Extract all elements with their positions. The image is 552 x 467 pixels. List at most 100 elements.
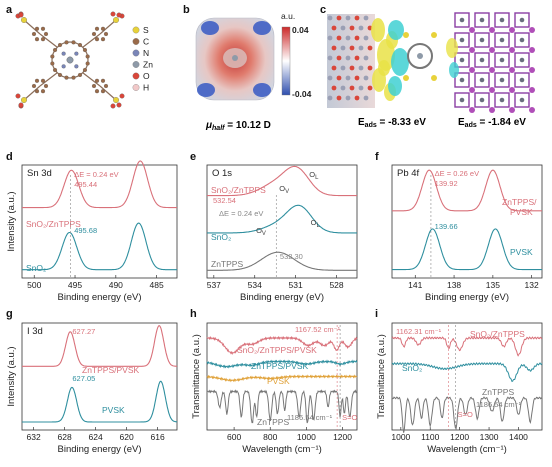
series-line-1 xyxy=(207,204,357,234)
perovskite-i xyxy=(469,27,475,33)
perovskite-octahedron xyxy=(454,72,470,88)
series-label-3: ZnTPPS xyxy=(257,417,289,427)
adsorbed-s xyxy=(403,75,409,81)
x-tick-label: 1200 xyxy=(450,432,469,442)
series-label-2: PVSK xyxy=(267,376,290,386)
series-line-0 xyxy=(207,165,357,197)
slab-atom xyxy=(363,75,369,81)
slab-atom xyxy=(358,25,364,31)
atom-c xyxy=(77,72,83,78)
perovskite-pb xyxy=(519,77,525,83)
perovskite-i xyxy=(469,67,475,73)
panel-label-a: a xyxy=(6,4,13,16)
perovskite-i xyxy=(469,47,475,53)
eads-left-label: Eads = -8.33 eV xyxy=(358,117,426,129)
perovskite-i xyxy=(529,87,535,93)
perovskite-octahedron xyxy=(474,52,490,68)
dipole-value: = 10.12 D xyxy=(224,120,270,131)
x-tick-label: 1200 xyxy=(333,432,352,442)
slab-atom xyxy=(327,15,333,21)
isosurface-cyan xyxy=(391,48,409,76)
series-label-0: SnO₂/ZnTPPS xyxy=(470,329,525,339)
atom-c xyxy=(103,83,109,89)
atom-c xyxy=(50,61,55,66)
perovskite-i xyxy=(529,47,535,53)
annotation-peak-bottom: 627.05 xyxy=(72,374,95,383)
eads-right-value: = -1.84 eV xyxy=(477,117,527,128)
adsorbed-zn xyxy=(417,53,423,59)
slab-atom xyxy=(327,35,333,41)
x-axis-label: Wavelength (cm⁻¹) xyxy=(427,444,507,455)
porphyrin-ring xyxy=(51,41,89,79)
atom-o xyxy=(18,102,24,108)
perovskite-pb xyxy=(499,37,505,43)
legend-label-n: N xyxy=(143,48,149,58)
x-tick-label: 534 xyxy=(248,280,262,290)
annotation-delta-e: ΔE = 0.26 eV xyxy=(435,169,479,178)
molecule-bond xyxy=(82,33,101,48)
atom-o xyxy=(116,12,122,18)
series-label-1: PVSK xyxy=(102,405,125,415)
plot-frame xyxy=(206,164,358,279)
slab-atom xyxy=(363,15,369,21)
slab-atom xyxy=(367,45,373,51)
perovskite-octahedron xyxy=(454,12,470,28)
x-tick-label: 135 xyxy=(486,280,500,290)
x-tick-label: 495 xyxy=(68,280,82,290)
perovskite-i xyxy=(529,27,535,33)
legend-swatch-c xyxy=(132,38,140,45)
x-tick-label: 490 xyxy=(109,280,123,290)
perovskite-pb xyxy=(479,57,485,63)
slab-atom xyxy=(363,35,369,41)
slab-atom xyxy=(349,25,355,31)
atom-c xyxy=(64,40,69,45)
slab-atom xyxy=(336,75,342,81)
adsorbed-s xyxy=(431,32,437,38)
perovskite-pb xyxy=(479,37,485,43)
annotation-1167: 1167.52 cm⁻¹ xyxy=(295,325,341,334)
eads-right-sub: ads xyxy=(465,122,477,129)
x-tick-label: 620 xyxy=(120,432,134,442)
adsorbed-s xyxy=(431,75,437,81)
series-line-1 xyxy=(22,380,178,423)
panel-label-i: i xyxy=(375,308,378,320)
molecule-bond xyxy=(39,72,58,87)
perovskite-pb xyxy=(499,77,505,83)
annotation-ol-mid-sub: L xyxy=(316,223,320,229)
x-axis-label: Binding energy (eV) xyxy=(425,292,509,303)
perovskite-pb xyxy=(499,17,505,23)
isosurface-yellow xyxy=(446,38,458,58)
series-line-1 xyxy=(206,359,358,369)
x-tick-label: 132 xyxy=(525,280,539,290)
perovskite-pb xyxy=(479,97,485,103)
atom-c xyxy=(100,89,106,94)
perovskite-octahedron xyxy=(494,92,510,108)
perovskite-pb xyxy=(499,97,505,103)
slab-atom xyxy=(345,75,351,81)
charge-density-isosurface xyxy=(371,18,437,101)
x-tick-label: 1100 xyxy=(421,432,440,442)
annotation-peak-bottom: 495.68 xyxy=(74,226,97,235)
atom-c xyxy=(50,54,55,59)
atom-c xyxy=(43,83,49,89)
molecule-bond xyxy=(23,19,41,35)
chart-h: h 600 800 1000 1200 Wavelength (cm⁻¹) Transmit… xyxy=(190,308,357,455)
atom-n xyxy=(61,51,66,56)
adsorbed-molecule xyxy=(407,43,433,69)
slab-atom xyxy=(345,55,351,61)
atom-c xyxy=(100,37,106,42)
x-tick-label: 531 xyxy=(289,280,303,290)
atom-o xyxy=(18,12,24,18)
slab-atom xyxy=(345,95,351,101)
slab-atom xyxy=(367,85,373,91)
slab-atom xyxy=(331,25,337,31)
slab-atom xyxy=(336,55,342,61)
perovskite-i xyxy=(509,47,515,53)
x-tick-label: 632 xyxy=(27,432,41,442)
annotation-ov-top-main: O xyxy=(279,184,285,193)
annotation-ov-top: OV xyxy=(279,184,289,195)
series-line-1 xyxy=(391,361,543,383)
slab-atom xyxy=(354,75,360,81)
series-label-1: ZnTPPS/PVSK xyxy=(251,361,308,371)
